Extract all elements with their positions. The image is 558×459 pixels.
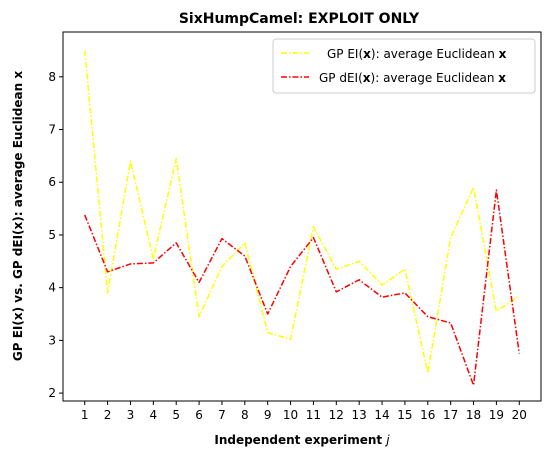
plot-frame <box>62 31 542 402</box>
x-tick-label: 20 <box>512 408 527 422</box>
legend-label-dei-pre: GP dEI( <box>319 71 363 85</box>
legend-box <box>272 38 536 94</box>
x-tick-label: 9 <box>264 408 272 422</box>
series-line-ei <box>83 50 520 374</box>
x-tick-label: 13 <box>352 408 367 422</box>
legend-label-dei-bold1: x <box>363 71 371 85</box>
legend-label-dei: GP dEI(x): average Euclidean x <box>319 71 506 85</box>
x-axis-label-var: j <box>384 433 390 447</box>
legend-label-ei-bold1: x <box>363 47 371 61</box>
x-tick-label: 19 <box>489 408 504 422</box>
x-axis-label-main: Independent experiment <box>214 433 386 447</box>
legend-label-ei-mid: ): average Euclidean <box>371 47 499 61</box>
legend-label-ei: GP EI(x): average Euclidean x <box>327 47 507 61</box>
x-tick-label: 15 <box>397 408 412 422</box>
x-tick-label: 2 <box>104 408 112 422</box>
y-tick-label: 6 <box>48 175 56 189</box>
x-tick-label: 5 <box>172 408 180 422</box>
legend: GP EI(x): average Euclidean x GP dEI(x):… <box>272 38 536 94</box>
legend-label-dei-mid: ): average Euclidean <box>371 71 499 85</box>
x-axis-label: Independent experiment j <box>214 433 390 447</box>
y-tick-label: 8 <box>48 70 56 84</box>
x-tick-label: 11 <box>306 408 321 422</box>
x-tick-label: 3 <box>127 408 135 422</box>
x-tick-label: 17 <box>443 408 458 422</box>
x-tick-label: 16 <box>420 408 435 422</box>
legend-label-ei-pre: GP EI( <box>327 47 363 61</box>
x-tick-label: 1 <box>81 408 89 422</box>
x-tick-label: 6 <box>195 408 203 422</box>
x-tick-label: 12 <box>329 408 344 422</box>
y-tick-label: 4 <box>48 281 56 295</box>
x-tick-label: 8 <box>241 408 249 422</box>
chart-title: SixHumpCamel: EXPLOIT ONLY <box>179 11 420 27</box>
x-tick-label: 4 <box>150 408 158 422</box>
y-tick-label: 3 <box>48 333 56 347</box>
y-tick-label: 5 <box>48 228 56 242</box>
legend-label-dei-bold2: x <box>498 71 506 85</box>
series-line-dei <box>84 189 521 386</box>
x-tick-label: 10 <box>283 408 298 422</box>
legend-label-ei-bold2: x <box>499 47 507 61</box>
x-tick-label: 14 <box>374 408 389 422</box>
y-tick-label: 2 <box>48 386 56 400</box>
x-tick-label: 7 <box>218 408 226 422</box>
y-axis-label: GP EI(x) vs. GP dEI(x): average Euclidea… <box>11 71 25 361</box>
y-tick-label: 7 <box>48 123 56 137</box>
x-tick-label: 18 <box>466 408 481 422</box>
plot-area <box>83 50 521 386</box>
